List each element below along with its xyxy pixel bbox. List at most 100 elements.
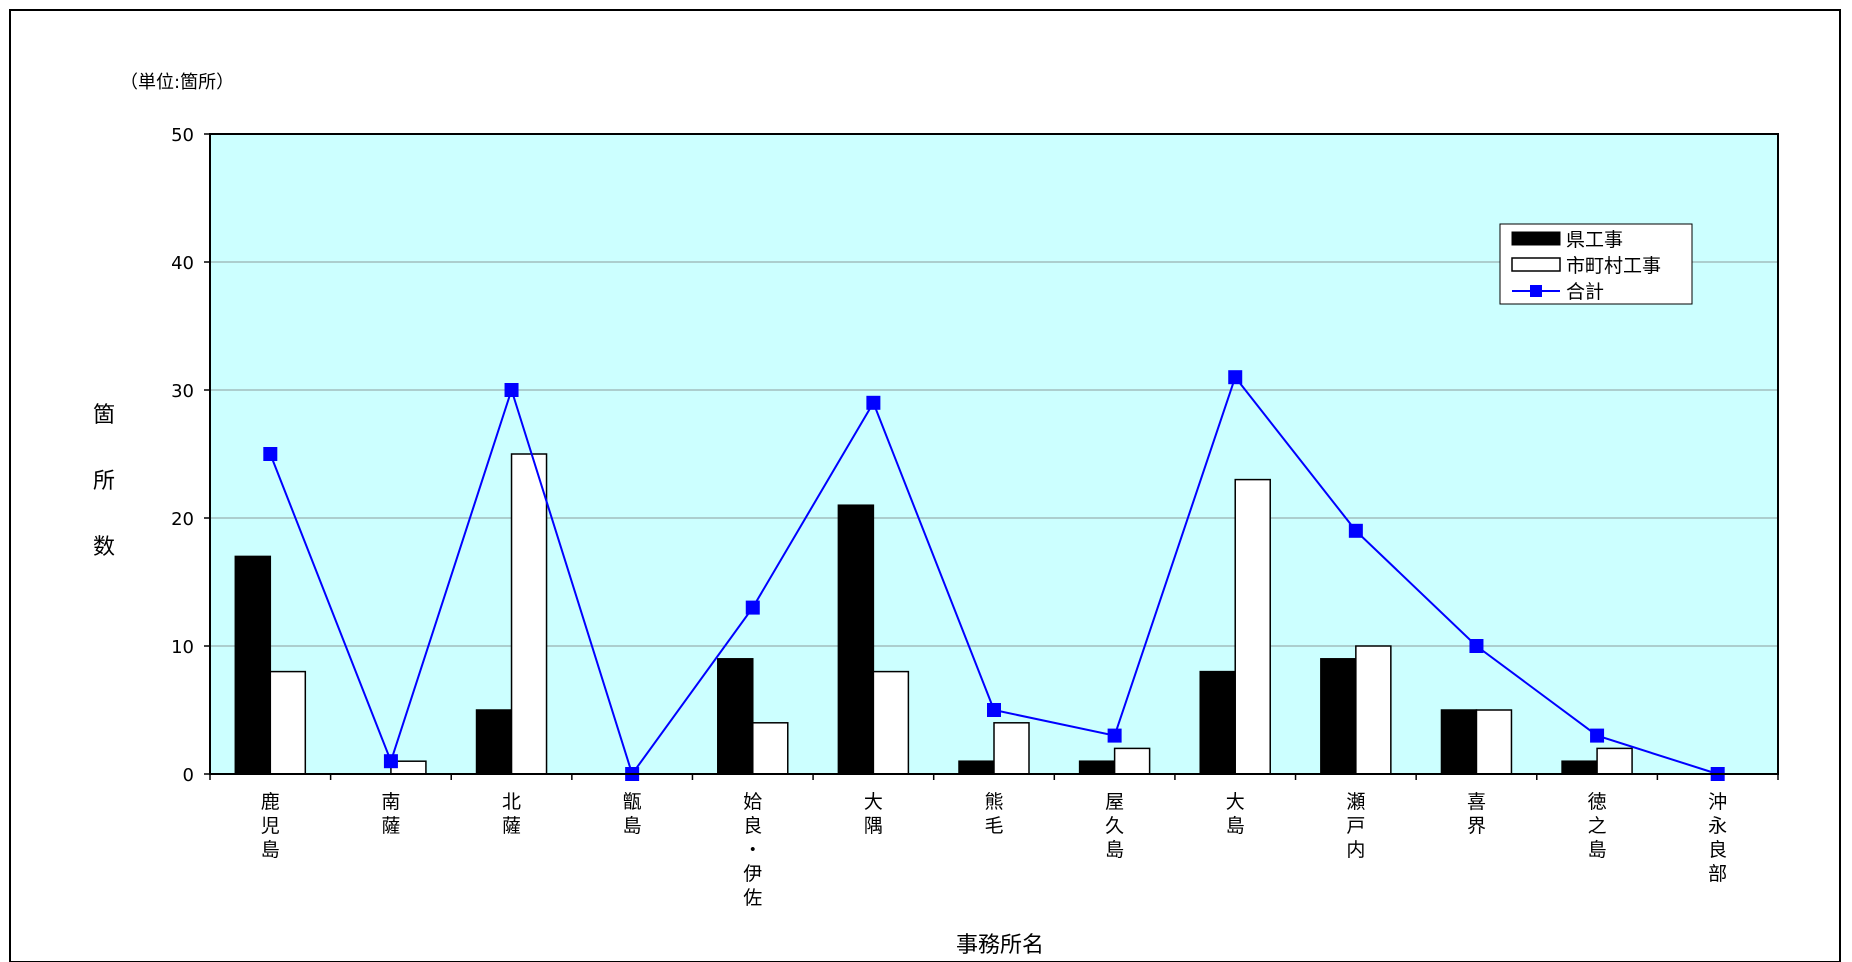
x-tick-char: 佐	[743, 887, 762, 909]
bar-prefectural	[837, 504, 875, 775]
legend-marker-total	[1530, 285, 1542, 297]
x-tick-char: 久	[1105, 815, 1124, 837]
legend-label-municipal: 市町村工事	[1566, 255, 1661, 277]
total-point	[745, 600, 760, 615]
unit-label: （単位:箇所）	[120, 72, 234, 93]
x-tick-char: 島	[1226, 815, 1245, 837]
x-tick-char: 北	[502, 791, 521, 813]
x-tick-char: 部	[1708, 863, 1727, 885]
x-tick-label: 北薩	[502, 791, 521, 837]
x-tick-char: 之	[1588, 815, 1607, 837]
x-tick-char: 沖	[1708, 791, 1727, 813]
bar-municipal	[752, 722, 789, 775]
x-tick-char: 隅	[864, 815, 883, 837]
x-tick-char: 伊	[743, 863, 762, 885]
bar-municipal	[1355, 645, 1392, 775]
total-point	[1348, 523, 1363, 538]
bar-municipal	[269, 670, 307, 775]
bar-municipal	[872, 670, 910, 775]
x-tick-char: 徳	[1588, 791, 1607, 813]
legend-label-prefectural: 県工事	[1566, 229, 1623, 251]
y-tick-label: 0	[183, 765, 194, 786]
y-tick-labels: 0 10 20 30 40 50	[171, 125, 210, 786]
x-tick-char: 内	[1346, 839, 1365, 861]
x-tick-char: 毛	[984, 815, 1003, 837]
y-axis-title: 箇所数	[93, 403, 115, 560]
bar-prefectural	[234, 555, 272, 775]
x-tick-char: 大	[1226, 791, 1245, 813]
total-point	[263, 447, 278, 461]
x-tick-char: 界	[1467, 815, 1486, 837]
x-tick-label: 屋久島	[1105, 791, 1124, 861]
x-tick-char: 姶	[743, 791, 762, 813]
x-tick-label: 大島	[1226, 791, 1245, 837]
x-tick-char: ・	[743, 839, 762, 861]
total-point	[1107, 728, 1122, 743]
x-tick-char: 良	[1708, 839, 1727, 861]
legend-swatch-prefectural	[1511, 231, 1561, 246]
bar-municipal	[510, 453, 548, 775]
bar-municipal	[1113, 747, 1151, 775]
x-tick-char: 喜	[1467, 791, 1486, 813]
bar-prefectural	[1561, 760, 1598, 775]
y-tick-label: 40	[171, 253, 194, 274]
bar-municipal	[1596, 747, 1633, 775]
x-tick-label: 大隅	[864, 791, 883, 837]
x-tick-char: 熊	[984, 791, 1003, 813]
total-point	[383, 754, 398, 769]
x-tick-char: 大	[864, 791, 883, 813]
x-tick-char: 薩	[381, 815, 400, 837]
total-point	[1469, 639, 1484, 653]
total-point	[866, 395, 881, 410]
y-axis-title-char: 箇	[93, 403, 115, 428]
bar-municipal	[993, 722, 1030, 775]
bars	[234, 453, 1633, 775]
plot-frame	[209, 133, 1779, 775]
x-tick-char: 屋	[1105, 791, 1124, 813]
x-tick-char: 永	[1708, 815, 1727, 837]
total-point	[987, 703, 1001, 717]
x-tick-char: 島	[261, 839, 280, 861]
x-tick-char: 島	[623, 815, 642, 837]
x-tick-label: 姶良・伊佐	[743, 791, 762, 909]
bar-prefectural	[1078, 760, 1116, 775]
bar-prefectural	[475, 709, 513, 775]
y-tick-label: 50	[171, 125, 194, 146]
x-tick-char: 南	[381, 791, 400, 813]
bar-prefectural	[1440, 709, 1478, 775]
x-tick-label: 喜界	[1467, 791, 1486, 837]
x-tick-char: 甑	[623, 791, 642, 813]
x-tick-char: 瀬	[1346, 791, 1365, 813]
bar-prefectural	[958, 760, 995, 775]
bar-prefectural	[1199, 670, 1236, 775]
x-tick-char: 良	[743, 815, 762, 837]
x-tick-char: 薩	[502, 815, 521, 837]
bar-prefectural	[1320, 658, 1357, 775]
x-axis-title: 事務所名	[956, 933, 1044, 958]
legend-swatch-municipal	[1511, 257, 1561, 272]
bar-municipal	[1234, 478, 1271, 775]
total-point	[504, 383, 519, 397]
bar-prefectural	[717, 658, 754, 775]
x-tick-char: 戸	[1346, 815, 1365, 837]
x-tick-label: 熊毛	[984, 791, 1003, 837]
total-point	[1590, 728, 1605, 743]
x-tick-label: 鹿児島	[261, 791, 280, 861]
y-axis-title-char: 所	[93, 469, 115, 494]
y-tick-label: 20	[171, 509, 194, 530]
x-tick-char: 島	[1105, 839, 1124, 861]
x-tick-label: 南薩	[381, 791, 400, 837]
x-tick-char: 鹿	[261, 791, 280, 813]
y-tick-label: 10	[171, 637, 194, 658]
x-tick-label: 瀬戸内	[1346, 791, 1365, 861]
x-tick-char: 児	[261, 815, 280, 837]
y-axis-title-char: 数	[93, 535, 115, 560]
x-tick-label: 甑島	[623, 791, 642, 837]
legend: 県工事 市町村工事 合計	[1499, 223, 1693, 305]
bar-municipal	[1475, 709, 1513, 775]
total-point	[1228, 370, 1243, 385]
